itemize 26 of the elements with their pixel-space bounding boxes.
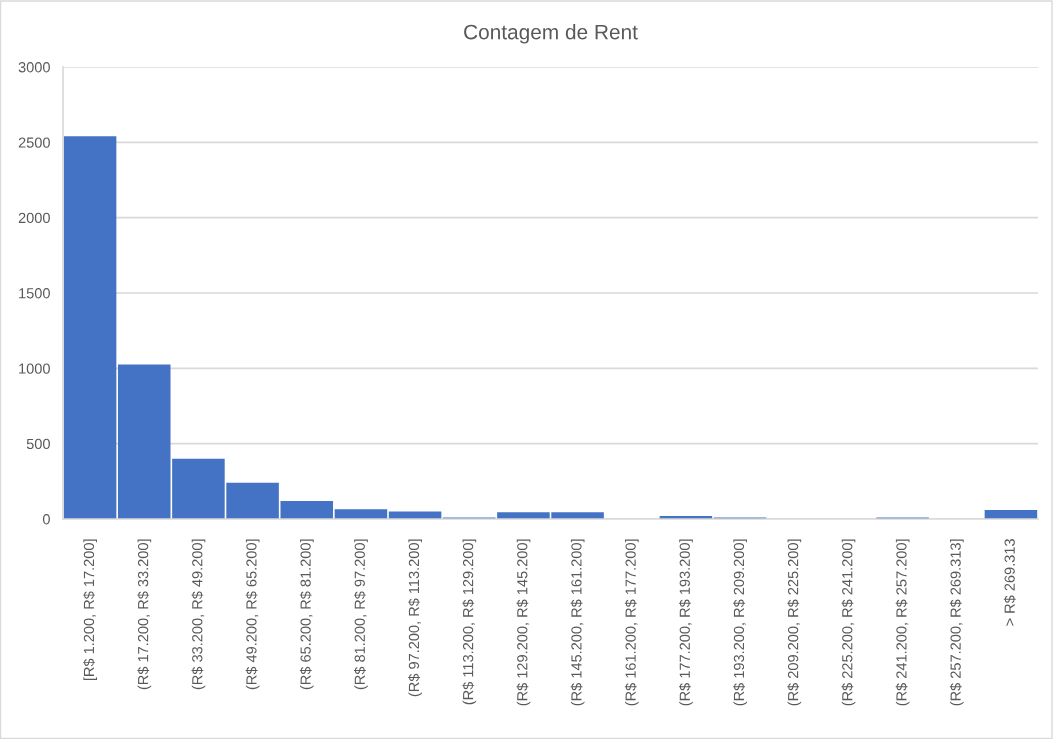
x-tick-label: (R$ 113.200, R$ 129.200] (462, 539, 477, 705)
x-tick-label: (R$ 97.200, R$ 113.200] (408, 539, 422, 697)
x-tick-label: > R$ 269.313 (1003, 539, 1016, 626)
x-tick-label: [R$ 1.200, R$ 17.200] (83, 539, 97, 681)
x-tick-label: (R$ 17.200, R$ 33.200] (137, 539, 152, 690)
y-tick-label: 2000 (18, 212, 50, 224)
x-tick-label: (R$ 81.200, R$ 97.200] (354, 539, 368, 690)
y-tick-label: 500 (26, 438, 50, 450)
chart-title: Contagem de Rent (464, 24, 638, 44)
x-tick-label: (R$ 65.200, R$ 81.200] (299, 539, 314, 690)
y-tick-label: 1500 (19, 288, 50, 299)
x-tick-label: (R$ 241.200, R$ 257.200] (895, 539, 910, 706)
x-tick-label: (R$ 145.200, R$ 161.200] (570, 539, 585, 706)
x-tick-label: (R$ 49.200, R$ 65.200] (245, 539, 260, 690)
y-tick-label: 3000 (18, 62, 50, 73)
x-tick-label: (R$ 193.200, R$ 209.200] (733, 539, 747, 706)
x-tick-label: (R$ 129.200, R$ 145.200] (516, 539, 531, 706)
y-tick-label: 1000 (19, 363, 50, 374)
x-tick-label: (R$ 161.200, R$ 177.200] (624, 539, 639, 706)
x-tick-label: (R$ 33.200, R$ 49.200] (191, 539, 206, 690)
x-tick-label: (R$ 209.200, R$ 225.200] (787, 539, 802, 706)
x-tick-label: (R$ 225.200, R$ 241.200] (841, 539, 856, 706)
y-tick-label: 2500 (18, 137, 50, 148)
y-tick-label: 0 (42, 514, 50, 525)
x-tick-label: (R$ 177.200, R$ 193.200] (679, 539, 693, 706)
x-tick-label: (R$ 257.200, R$ 269.313] (949, 539, 964, 706)
